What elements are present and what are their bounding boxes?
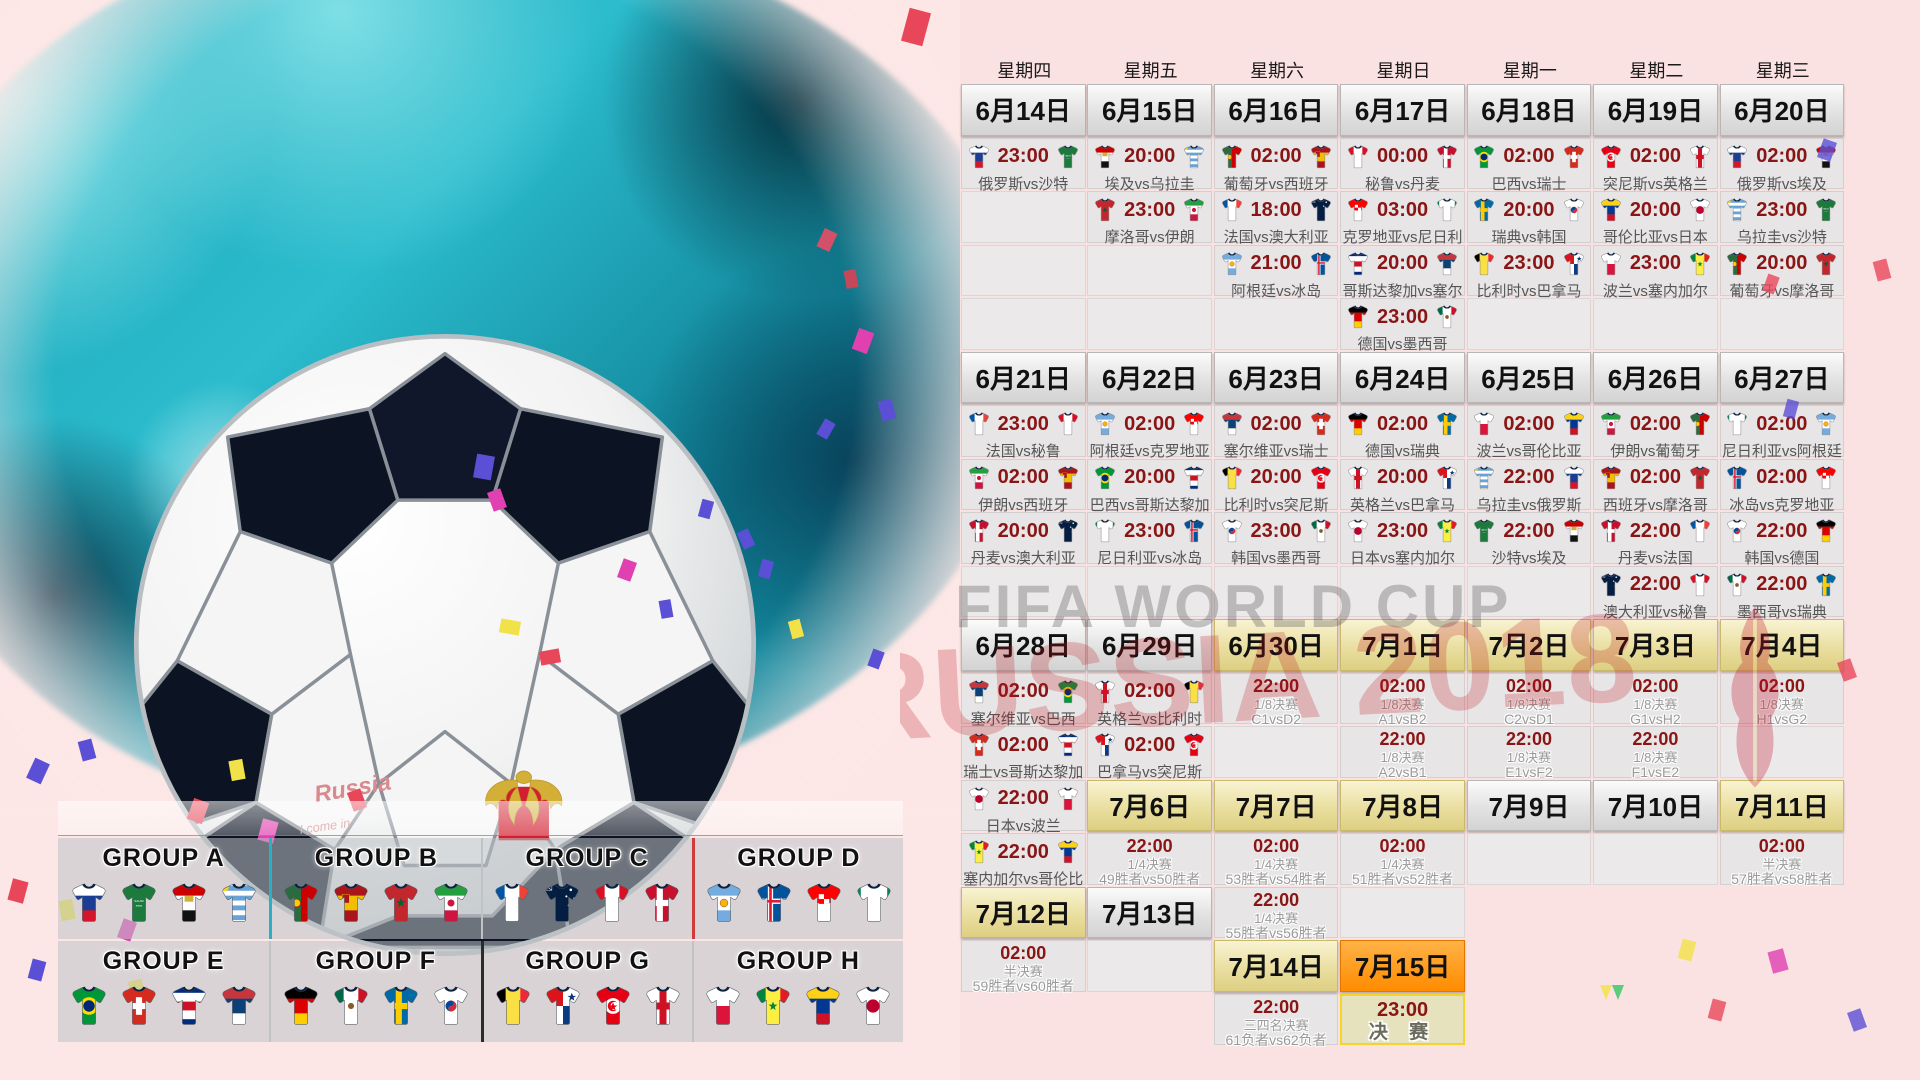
svg-text:SAUDI: SAUDI — [134, 899, 144, 903]
